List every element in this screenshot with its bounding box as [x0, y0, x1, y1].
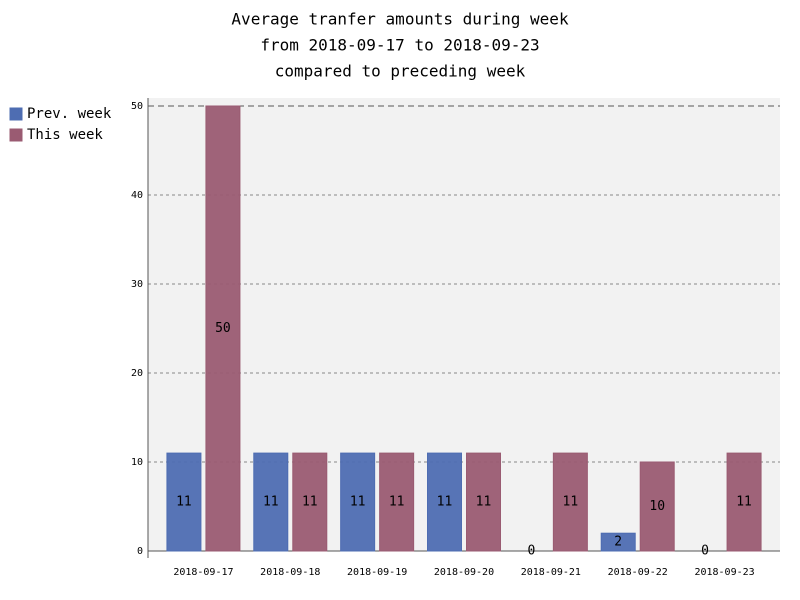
y-tick-label: 30	[131, 279, 143, 290]
bar	[292, 452, 328, 552]
x-tick-label: 2018-09-18	[260, 567, 320, 578]
value-label: 11	[476, 495, 492, 510]
bar	[600, 532, 636, 552]
bar	[726, 452, 762, 552]
value-label: 0	[701, 544, 709, 559]
value-label: 11	[437, 495, 453, 510]
bar	[466, 452, 501, 552]
bar	[340, 452, 376, 552]
y-tick-label: 0	[137, 546, 143, 557]
value-label: 2	[614, 535, 622, 550]
value-label: 11	[563, 495, 579, 510]
legend-swatch	[9, 128, 23, 142]
value-label: 50	[215, 321, 231, 336]
value-label: 11	[176, 495, 192, 510]
legend-label: Prev. week	[27, 106, 112, 122]
chart-subtitle: from 2018-09-17 to 2018-09-23	[260, 36, 539, 55]
value-label: 11	[263, 495, 279, 510]
value-label: 11	[350, 495, 366, 510]
value-label: 0	[527, 544, 535, 559]
bar	[379, 452, 415, 552]
y-tick-label: 20	[131, 368, 143, 379]
y-tick-label: 40	[131, 190, 143, 201]
chart-subtitle: compared to preceding week	[275, 62, 526, 81]
value-label: 11	[302, 495, 318, 510]
value-label: 11	[389, 495, 405, 510]
bar	[427, 452, 462, 552]
x-tick-label: 2018-09-23	[694, 567, 754, 578]
bar	[253, 452, 289, 552]
y-tick-label: 10	[131, 457, 143, 468]
x-tick-label: 2018-09-22	[608, 567, 668, 578]
y-tick-label: 50	[131, 101, 143, 112]
bar	[205, 105, 241, 552]
chart-title: Average tranfer amounts during week	[231, 10, 569, 29]
x-tick-label: 2018-09-17	[173, 567, 233, 578]
x-tick-label: 2018-09-20	[434, 567, 494, 578]
legend-swatch	[9, 107, 23, 121]
x-tick-label: 2018-09-21	[521, 567, 581, 578]
bar	[552, 452, 588, 552]
x-tick-label: 2018-09-19	[347, 567, 407, 578]
bar	[639, 461, 675, 552]
value-label: 11	[736, 495, 752, 510]
bar	[166, 452, 202, 552]
legend-label: This week	[27, 127, 103, 143]
plot-background	[148, 98, 780, 551]
value-label: 10	[649, 499, 665, 514]
